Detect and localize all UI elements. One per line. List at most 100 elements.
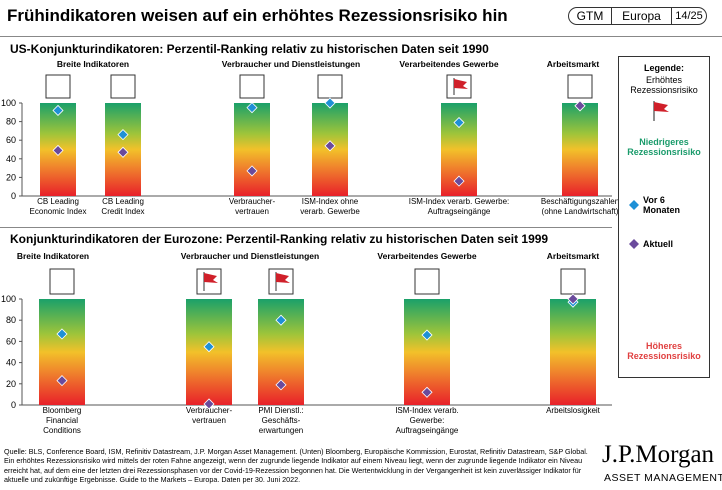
current-point xyxy=(52,144,64,156)
footer-source: Quelle: BLS, Conference Board, ISM, Refi… xyxy=(4,447,588,484)
y-tick-label: 40 xyxy=(6,154,16,164)
group-header: Verarbeitendes Gewerbe xyxy=(399,59,498,69)
y-tick-label: 100 xyxy=(1,294,16,304)
y-tick-label: 0 xyxy=(11,400,16,410)
prior-point xyxy=(52,104,64,117)
category-label: Auftragseingänge xyxy=(396,426,459,435)
flag-box xyxy=(567,74,593,99)
group-header: Verarbeitendes Gewerbe xyxy=(377,251,476,261)
current-point xyxy=(453,175,465,187)
legend-current: Aktuell xyxy=(643,239,674,249)
category-label: erwartungen xyxy=(259,426,303,435)
current-point xyxy=(567,293,579,305)
category-label: Credit Index xyxy=(101,207,144,216)
category-label: ISM-Index verarb. xyxy=(395,406,459,415)
category-label: vertrauen xyxy=(192,416,226,425)
category-label: CB Leading xyxy=(102,197,144,206)
flag-box xyxy=(560,268,586,295)
gtm-tag: GTM xyxy=(568,7,612,25)
current-point xyxy=(56,375,68,387)
prior-point xyxy=(275,314,287,326)
category-label: Financial xyxy=(46,416,78,425)
category-label: Auftragseingänge xyxy=(428,207,491,216)
risk-bar xyxy=(550,299,596,405)
header-divider xyxy=(0,36,722,37)
prior-diamond-icon xyxy=(629,200,639,210)
page-title: Frühindikatoren weisen auf ein erhöhtes … xyxy=(7,6,508,25)
legend: Legende: Erhöhtes Rezessionsrisiko Niedr… xyxy=(618,56,710,378)
legend-prior: Vor 6 Monaten xyxy=(643,195,680,215)
flag-box xyxy=(317,74,343,99)
flag-box xyxy=(110,74,136,99)
flag-box xyxy=(49,268,75,295)
group-header: Verbraucher und Dienstleistungen xyxy=(181,251,319,261)
y-tick-label: 80 xyxy=(6,315,16,325)
legend-high-risk: Höheres Rezessionsrisiko xyxy=(627,341,701,361)
current-point xyxy=(574,100,586,112)
prior-point xyxy=(421,329,433,341)
legend-flag-label: Erhöhtes Rezessionsrisiko xyxy=(630,75,698,95)
section-divider xyxy=(0,227,612,228)
current-point xyxy=(117,146,129,158)
prior-point xyxy=(246,102,258,114)
current-point xyxy=(246,165,258,177)
legend-low-risk: Niedrigeres Rezessionsrisiko xyxy=(627,137,701,157)
y-tick-label: 60 xyxy=(6,135,16,145)
flag-box xyxy=(45,74,71,99)
current-point xyxy=(421,386,433,398)
category-label: Verbraucher- xyxy=(186,406,233,415)
flag-box xyxy=(239,74,265,99)
risk-bar xyxy=(234,103,270,196)
y-tick-label: 20 xyxy=(6,172,16,182)
category-label: ISM-Index verarb. Gewerbe: xyxy=(409,197,509,206)
red-flag-icon xyxy=(204,273,218,283)
current-point xyxy=(203,398,215,410)
y-tick-label: 60 xyxy=(6,336,16,346)
category-label: PMI Dienstl.: xyxy=(258,406,303,415)
y-tick-label: 80 xyxy=(6,117,16,127)
category-label: ISM-Index ohne xyxy=(302,197,359,206)
risk-bar xyxy=(562,103,598,196)
category-label: CB Leading xyxy=(37,197,79,206)
prior-point xyxy=(117,129,129,141)
category-label: Conditions xyxy=(43,426,81,435)
red-flag-icon xyxy=(653,101,669,121)
group-header: Verbraucher und Dienstleistungen xyxy=(222,59,360,69)
prior-point xyxy=(453,116,465,129)
category-label: Bloomberg xyxy=(43,406,82,415)
y-tick-label: 20 xyxy=(6,379,16,389)
legend-title: Legende: xyxy=(643,63,684,73)
current-point xyxy=(275,379,287,391)
asset-management-label: ASSET MANAGEMENT xyxy=(604,472,722,484)
red-flag-icon xyxy=(276,273,290,283)
y-tick-label: 0 xyxy=(11,191,16,201)
current-point xyxy=(324,140,336,152)
red-flag-icon xyxy=(454,79,468,89)
prior-point xyxy=(56,328,68,340)
flag-box xyxy=(414,268,440,295)
category-label: Verbraucher- xyxy=(229,197,276,206)
category-label: verarb. Gewerbe xyxy=(300,207,360,216)
region-tag: Europa xyxy=(612,7,672,25)
y-tick-label: 40 xyxy=(6,358,16,368)
page-number-tag: 14/25 xyxy=(672,7,707,25)
group-header: Arbeitsmarkt xyxy=(547,251,600,261)
category-label: (ohne Landwirtschaft) xyxy=(542,207,619,216)
category-label: Arbeitslosigkeit xyxy=(546,406,601,415)
category-label: Economic Index xyxy=(30,207,87,216)
jpmorgan-logo: J.P.Morgan xyxy=(602,441,715,468)
prior-point xyxy=(324,97,336,109)
group-header: Arbeitsmarkt xyxy=(547,59,600,69)
group-header: Breite Indikatoren xyxy=(57,59,129,69)
ez-chart-title: Konjunkturindikatoren der Eurozone: Perz… xyxy=(10,232,549,246)
risk-bar xyxy=(39,299,85,405)
category-label: Geschäfts- xyxy=(262,416,301,425)
group-header: Breite Indikatoren xyxy=(17,251,89,261)
category-label: vertrauen xyxy=(235,207,269,216)
category-label: Beschäftigungszahlen xyxy=(541,197,619,206)
category-label: Gewerbe: xyxy=(410,416,445,425)
us-chart-title: US-Konjunkturindikatoren: Perzentil-Rank… xyxy=(10,42,489,56)
current-diamond-icon xyxy=(629,239,639,249)
y-tick-label: 100 xyxy=(1,98,16,108)
